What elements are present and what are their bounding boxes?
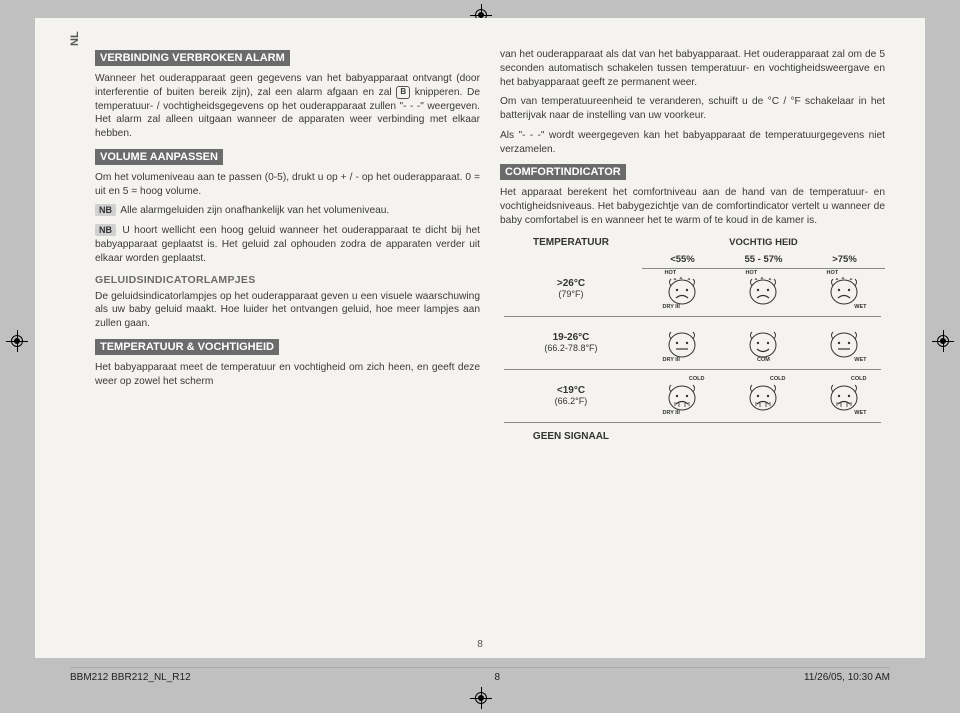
humid-col-2: >75%: [804, 251, 885, 269]
left-column: VERBINDING VERBROKEN ALARM Wanneer het o…: [95, 48, 480, 445]
comfort-face-icon: COLD: [743, 378, 783, 414]
comfort-face-icon: COM: [743, 325, 783, 361]
comfort-face-icon: DRY III: [662, 325, 702, 361]
language-tab: NL: [69, 31, 81, 46]
note-volume-2: NB U hoort wellicht een hoog geluid wann…: [95, 224, 480, 265]
para-temp-humid: Het babyapparaat meet de temperatuur en …: [95, 361, 480, 389]
registration-mark-left: [6, 330, 28, 352]
comfort-face-icon: WET: [824, 325, 864, 361]
heading-connection-alarm: VERBINDING VERBROKEN ALARM: [95, 50, 290, 66]
comfort-cell: HOTWET: [804, 268, 885, 311]
humid-col-1: 55 - 57%: [723, 251, 804, 269]
manual-page: NL VERBINDING VERBROKEN ALARM Wanneer he…: [35, 18, 925, 658]
icon-b-button: B: [396, 86, 410, 99]
comfort-table: TEMPERATUUR VOCHTIG HEID <55% 55 - 57% >…: [500, 234, 885, 445]
heading-comfort: COMFORTINDICATOR: [500, 164, 626, 180]
nb-badge: NB: [95, 204, 116, 216]
comfort-face-icon: COLDWET: [824, 378, 864, 414]
comfort-face-icon: HOTWET: [824, 272, 864, 308]
comfort-cell: COLDWET: [804, 375, 885, 417]
para-volume: Om het volumeniveau aan te passen (0-5),…: [95, 171, 480, 199]
registration-mark-right: [932, 330, 954, 352]
para-no-data: Als "- - -" wordt weergegeven kan het ba…: [500, 129, 885, 157]
comfort-cell: COLDDRY III: [642, 375, 723, 417]
footer-page: 8: [495, 672, 501, 683]
page-number: 8: [477, 639, 483, 650]
heading-temp-humid: TEMPERATUUR & VOCHTIGHEID: [95, 339, 279, 355]
registration-mark-bottom: [470, 687, 492, 709]
print-footer: BBM212 BBR212_NL_R12 8 11/26/05, 10:30 A…: [70, 667, 890, 683]
temp-row-label: 19-26°C(66.2-78.8°F): [500, 322, 642, 364]
temp-row-label: <19°C(66.2°F): [500, 375, 642, 417]
temp-row-label: >26°C(79°F): [500, 268, 642, 311]
para-unit-switch: Om van temperatuureenheid te veranderen,…: [500, 95, 885, 123]
nb-badge: NB: [95, 224, 116, 236]
temp-row-label: GEEN SIGNAAL: [500, 428, 642, 445]
comfort-cell: HOTDRY III: [642, 268, 723, 311]
comfort-cell: COM: [723, 322, 804, 364]
heading-volume: VOLUME AANPASSEN: [95, 149, 223, 165]
comfort-cell: COLD: [723, 375, 804, 417]
humid-col-0: <55%: [642, 251, 723, 269]
comfort-cell: WET: [804, 322, 885, 364]
th-temperature: TEMPERATUUR: [500, 234, 642, 251]
comfort-cell: DRY III: [642, 322, 723, 364]
comfort-face-icon: HOT: [743, 272, 783, 308]
footer-timestamp: 11/26/05, 10:30 AM: [804, 672, 890, 683]
footer-filename: BBM212 BBR212_NL_R12: [70, 672, 191, 683]
heading-sound-leds: GELUIDSINDICATORLAMPJES: [95, 274, 480, 286]
comfort-face-icon: HOTDRY III: [662, 272, 702, 308]
para-connection-alarm: Wanneer het ouderapparaat geen gegevens …: [95, 72, 480, 141]
para-sound-leds: De geluidsindicatorlampjes op het oudera…: [95, 290, 480, 331]
th-humidity: VOCHTIG HEID: [642, 234, 885, 251]
right-column: van het ouderapparaat als dat van het ba…: [500, 48, 885, 445]
note-volume-1: NB Alle alarmgeluiden zijn onafhankelijk…: [95, 204, 480, 218]
para-comfort: Het apparaat berekent het comfortniveau …: [500, 186, 885, 227]
comfort-cell: HOT: [723, 268, 804, 311]
comfort-face-icon: COLDDRY III: [662, 378, 702, 414]
para-display-cycle: van het ouderapparaat als dat van het ba…: [500, 48, 885, 89]
